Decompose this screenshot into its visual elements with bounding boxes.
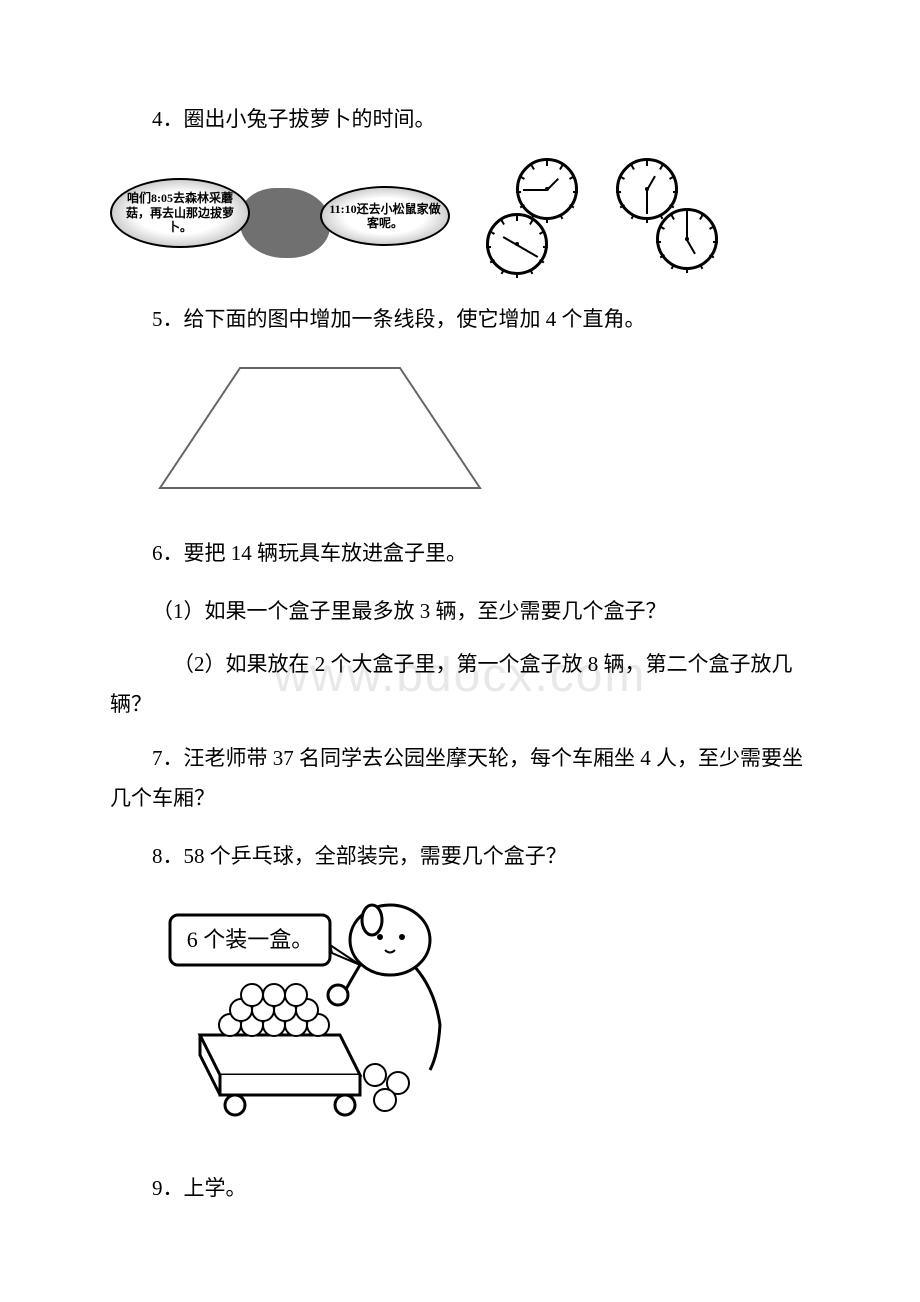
bubble-left: 咱们8:05去森林采蘑菇，再去山那边拔萝卜。 (110, 178, 250, 248)
balls-svg: 6 个装一盒。 (160, 895, 490, 1125)
bubble-right: 11:10还去小松鼠家做客呢。 (320, 186, 450, 246)
question-7: 7．汪老师带 37 名同学去公园坐摩天轮，每个车厢坐 4 人，至少需要坐几个车厢… (110, 739, 810, 819)
question-5: 5．给下面的图中增加一条线段，使它增加 4 个直角。 (110, 300, 810, 340)
clocks-group (486, 158, 786, 278)
q8-figure: 6 个装一盒。 (160, 895, 810, 1139)
q6-2-text: （2）如果放在 2 个大盒子里，第一个盒子放 8 辆，第二个盒子放几辆？ (110, 652, 793, 716)
trapezoid-svg (140, 358, 500, 498)
clock-4 (656, 208, 718, 270)
clock-1 (516, 158, 578, 220)
q8-speech-text: 6 个装一盒。 (187, 927, 314, 952)
q4-image-row: 咱们8:05去森林采蘑菇，再去山那边拔萝卜。 11:10还去小松鼠家做客呢。 (110, 158, 810, 278)
clock-2 (616, 158, 678, 220)
rabbit-figure (240, 188, 330, 258)
question-6-1: （1）如果一个盒子里最多放 3 辆，至少需要几个盒子？ (110, 592, 810, 632)
question-6-2: （2）如果放在 2 个大盒子里，第一个盒子放 8 辆，第二个盒子放几辆？ (110, 645, 810, 725)
q5-trapezoid (140, 358, 810, 512)
clock-3 (486, 213, 548, 275)
question-6: 6．要把 14 辆玩具车放进盒子里。 (110, 534, 810, 574)
question-9: 9．上学。 (110, 1169, 810, 1209)
q4-speech-group: 咱们8:05去森林采蘑菇，再去山那边拔萝卜。 11:10还去小松鼠家做客呢。 (110, 168, 480, 268)
question-4: 4．圈出小兔子拔萝卜的时间。 (110, 100, 810, 140)
question-8: 8．58 个乒乓球，全部装完，需要几个盒子？ (110, 837, 810, 877)
